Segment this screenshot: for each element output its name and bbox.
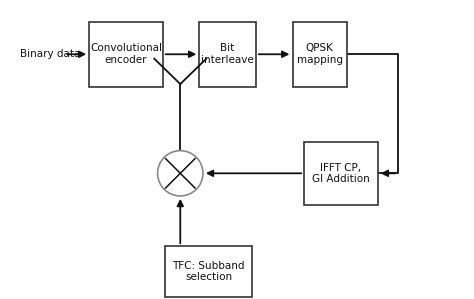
Text: Binary data: Binary data (19, 49, 80, 59)
Bar (165, 246, 252, 297)
Text: IFFT CP,
GI Addition: IFFT CP, GI Addition (312, 163, 370, 184)
Text: Convolutional
encoder: Convolutional encoder (90, 43, 162, 65)
Text: TFC: Subband
selection: TFC: Subband selection (173, 261, 245, 282)
Bar (89, 22, 163, 87)
Bar (292, 22, 347, 87)
Text: QPSK
mapping: QPSK mapping (297, 43, 343, 65)
Bar (199, 22, 256, 87)
Text: Bit
interleave: Bit interleave (201, 43, 254, 65)
Bar (304, 142, 378, 205)
